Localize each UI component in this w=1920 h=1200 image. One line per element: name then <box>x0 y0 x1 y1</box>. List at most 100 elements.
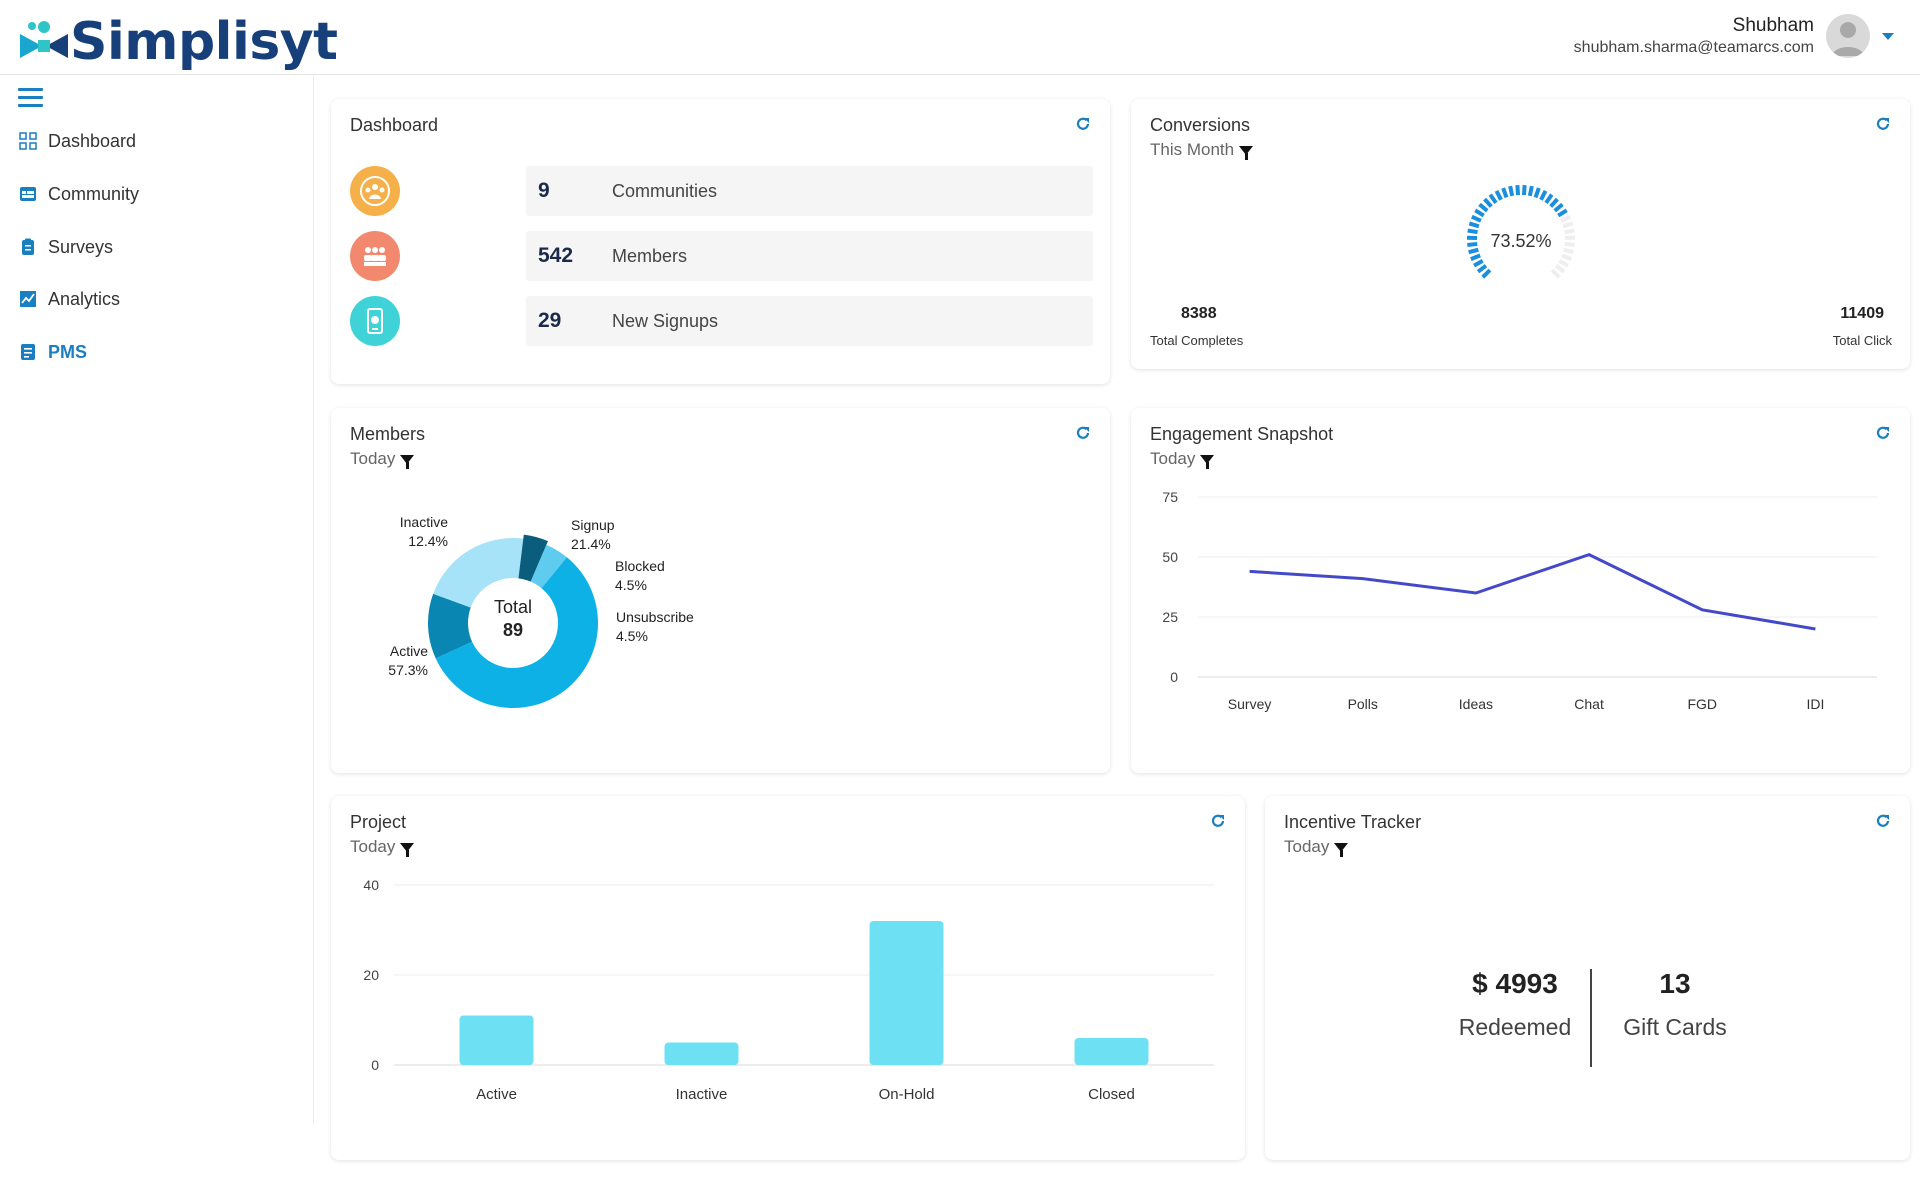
conversions-card: Conversions This Month 73.52% 8388 Total… <box>1131 99 1910 369</box>
filter-icon <box>400 454 415 469</box>
card-title: Dashboard <box>350 115 439 135</box>
sidebar-item-pms[interactable]: PMS <box>18 337 87 367</box>
project-bar-chart: 0 20 40 Active Inactive On-Hold Closed <box>363 877 1214 1103</box>
user-menu[interactable]: Shubham shubham.sharma@teamarcs.com <box>1574 14 1894 58</box>
gift-cards-label: Gift Cards <box>1623 1014 1727 1040</box>
y-tick-label: 75 <box>1162 489 1178 505</box>
refresh-icon[interactable] <box>1074 424 1092 442</box>
y-tick-label: 40 <box>363 877 379 893</box>
engagement-card: Engagement Snapshot Today 0 25 50 75 Survey P… <box>1131 408 1910 773</box>
x-tick-label: IDI <box>1806 696 1824 712</box>
donut-label: Blocked <box>615 558 665 574</box>
redeemed-label: Redeemed <box>1458 1014 1572 1040</box>
donut-slice-inactive <box>428 593 473 659</box>
filter-dropdown[interactable]: Today <box>350 449 415 469</box>
gauge-tick <box>1468 221 1480 229</box>
gift-cards-value: 13 <box>1659 968 1691 999</box>
card-title: Members <box>350 424 426 444</box>
gauge-tick <box>1553 202 1564 213</box>
gauge-tick <box>1481 268 1492 279</box>
filter-dropdown[interactable]: Today <box>1284 837 1349 857</box>
grid-icon <box>18 131 38 151</box>
donut-label: Unsubscribe <box>616 609 694 625</box>
donut-slice-active <box>435 557 598 708</box>
gauge-tick <box>1501 187 1509 199</box>
sidebar-item-label: Analytics <box>48 288 121 309</box>
bar-active <box>459 1015 534 1065</box>
card-title: Incentive Tracker <box>1284 812 1422 832</box>
stat-row-members[interactable]: 542 Members <box>526 231 1093 281</box>
members-card: Members Today Signup 21.4% Blocked 4.5% Unsu… <box>331 408 1110 773</box>
gauge-tick <box>1558 258 1569 268</box>
avatar[interactable] <box>1826 14 1870 58</box>
filter-icon <box>1239 145 1254 160</box>
refresh-icon[interactable] <box>1209 812 1227 830</box>
gauge-tick <box>1557 208 1568 218</box>
chevron-down-icon[interactable] <box>1882 32 1894 40</box>
community-icon <box>18 184 38 204</box>
donut-center-label: Total <box>494 597 532 617</box>
dashboard-card: Dashboard 9 Communities 542 Members 29 N… <box>331 99 1110 384</box>
gauge-tick <box>1467 241 1478 248</box>
gauge-tick <box>1468 247 1479 255</box>
filter-dropdown[interactable]: Today <box>1150 449 1215 469</box>
total-completes-value: 8388 <box>1181 305 1217 322</box>
donut-slice-signup <box>433 538 524 608</box>
gauge-tick <box>1560 214 1571 223</box>
conversion-gauge: 73.52% <box>1466 184 1576 279</box>
gauge-tick <box>1533 187 1541 199</box>
sidebar-item-analytics[interactable]: Analytics <box>18 284 120 314</box>
refresh-icon[interactable] <box>1074 115 1092 133</box>
donut-percent: 4.5% <box>615 577 647 593</box>
donut-label: Inactive <box>400 514 448 530</box>
stat-row-new-signups[interactable]: 29 New Signups <box>526 296 1093 346</box>
y-tick-label: 0 <box>371 1057 379 1073</box>
donut-percent: 21.4% <box>571 536 611 552</box>
donut-label: Signup <box>571 517 615 533</box>
line-series <box>1249 552 1816 631</box>
gauge-tick <box>1471 214 1482 223</box>
bar-inactive <box>664 1042 739 1065</box>
gauge-tick <box>1561 253 1572 261</box>
refresh-icon[interactable] <box>1874 115 1892 133</box>
filter-dropdown[interactable]: Today <box>350 837 415 857</box>
gauge-tick <box>1539 189 1548 201</box>
gauge-tick <box>1476 264 1488 274</box>
filter-dropdown[interactable]: This Month <box>1150 140 1254 160</box>
gauge-tick <box>1473 258 1484 268</box>
filter-label: Today <box>350 837 396 856</box>
user-avatar-icon <box>1832 22 1864 56</box>
sidebar-item-surveys[interactable]: Surveys <box>18 232 113 262</box>
gauge-tick <box>1474 208 1485 218</box>
donut-percent: 12.4% <box>408 533 448 549</box>
total-click-label: Total Click <box>1832 333 1892 348</box>
refresh-icon[interactable] <box>1874 424 1892 442</box>
y-tick-label: 0 <box>1170 669 1178 685</box>
stat-value: 29 <box>538 309 562 332</box>
app-logo[interactable]: Simplisyt <box>18 12 338 72</box>
filter-label: Today <box>350 449 396 468</box>
donut-percent: 57.3% <box>388 662 428 678</box>
gauge-tick <box>1470 253 1481 261</box>
user-email: shubham.sharma@teamarcs.com <box>1573 39 1814 56</box>
donut-label: Active <box>390 643 428 659</box>
x-tick-label: On-Hold <box>879 1086 935 1103</box>
sidebar-item-community[interactable]: Community <box>18 179 139 209</box>
members-donut-chart: Signup 21.4%Blocked 4.5% Unsubscribe 4.5% Act… <box>388 514 694 708</box>
refresh-icon[interactable] <box>1874 812 1892 830</box>
incentive-card: Incentive Tracker Today $ 4993 Redeemed … <box>1265 796 1910 1160</box>
bar-closed <box>1074 1038 1149 1065</box>
sidebar-item-dashboard[interactable]: Dashboard <box>18 126 136 156</box>
donut-center-value: 89 <box>503 620 523 640</box>
card-title: Project <box>350 812 407 832</box>
gauge-tick <box>1549 197 1559 208</box>
gauge-tick <box>1467 228 1478 235</box>
gauge-tick <box>1544 193 1554 204</box>
menu-icon[interactable] <box>18 88 43 108</box>
stat-row-communities[interactable]: 9 Communities <box>526 166 1093 216</box>
checklist-icon <box>18 342 38 362</box>
donut-slice-blocked <box>518 534 548 582</box>
x-tick-label: Ideas <box>1459 696 1493 712</box>
donut-percent: 4.5% <box>616 628 648 644</box>
y-tick-label: 25 <box>1162 609 1178 625</box>
